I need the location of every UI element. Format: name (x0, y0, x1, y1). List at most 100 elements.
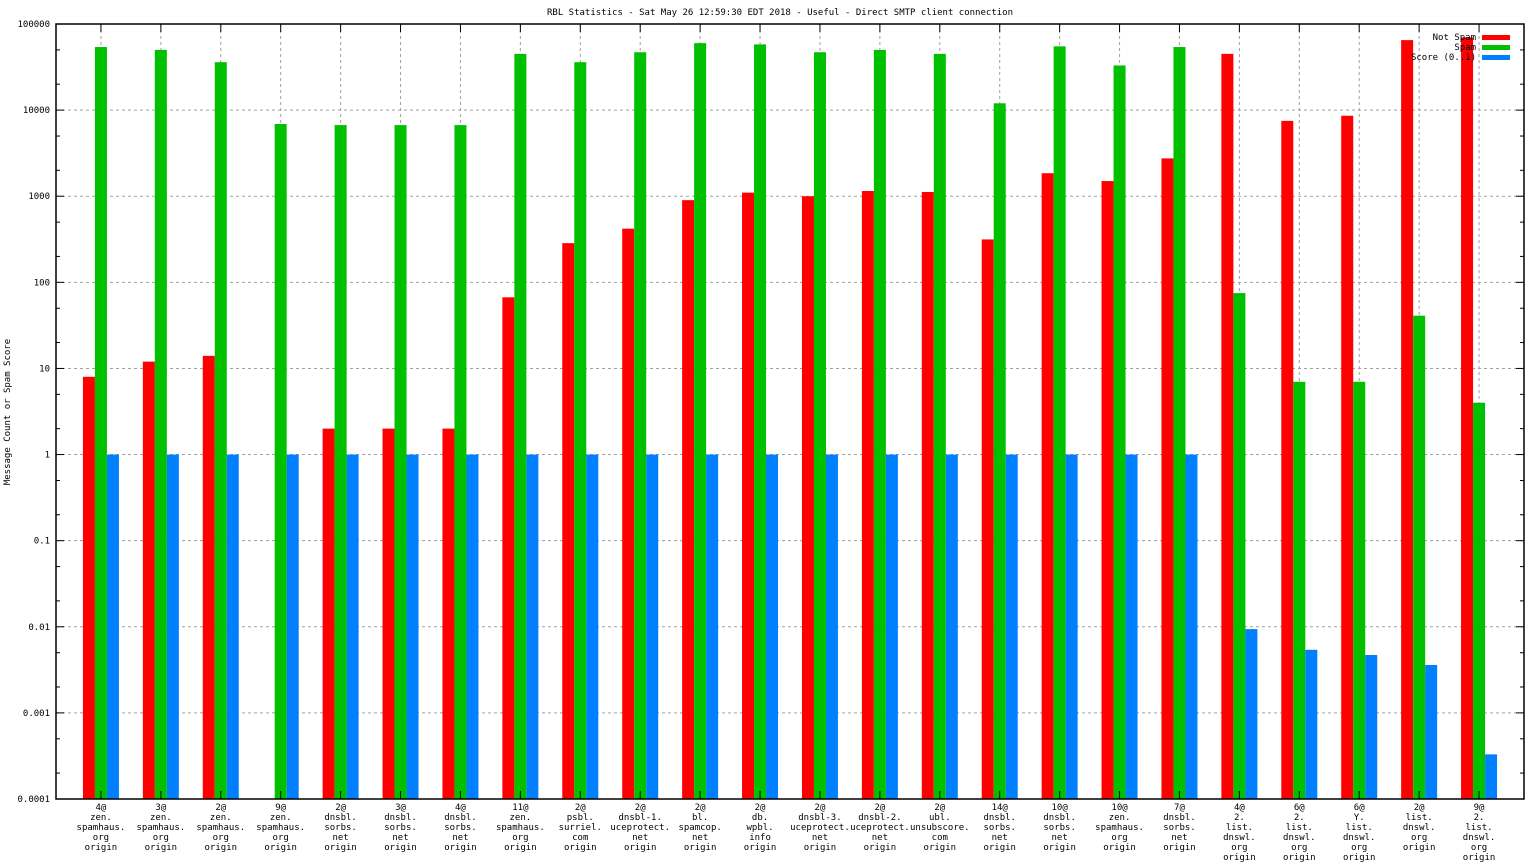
bar-score- (226, 454, 239, 799)
bar-spam (394, 125, 407, 799)
y-tick-labels: 0.0001 0.001 0.01 0.1 1 10 100 1000 10000 100000 (17, 20, 50, 805)
x-tick-label: 2@ dnsbl. sorbs. net origin (324, 803, 357, 853)
bar-spam (1233, 293, 1246, 799)
x-tick-label: 3@ dnsbl. sorbs. net origin (384, 803, 417, 853)
y-tick-label: 0.1 (34, 537, 50, 547)
y-tick-label: 0.0001 (17, 795, 50, 805)
bar-score- (346, 454, 359, 799)
bar-score- (586, 454, 599, 799)
legend-label: Not Spam (1433, 33, 1476, 43)
y-tick-label: 1 (45, 451, 50, 461)
bar-spam (933, 53, 946, 800)
bar-spam (454, 125, 467, 799)
bar-spam (94, 47, 107, 799)
y-tick-label: 10000 (23, 106, 50, 116)
bar-not-spam (502, 297, 515, 799)
y-axis-label: Message Count or Spam Score (3, 339, 13, 485)
bar-not-spam (1341, 115, 1354, 799)
bar-score- (1305, 649, 1318, 799)
x-tick-label: 4@ 2. list. dnswl. org origin (1223, 803, 1256, 863)
y-tick-label: 100000 (17, 20, 50, 30)
bar-not-spam (622, 228, 635, 799)
x-tick-label: 3@ zen. spamhaus. org origin (136, 803, 185, 853)
bar-not-spam (1161, 158, 1174, 799)
bar-not-spam (82, 376, 95, 799)
chart-title: RBL Statistics - Sat May 26 12:59:30 EDT… (547, 8, 1013, 18)
bar-score- (526, 454, 539, 799)
bar-not-spam (442, 428, 455, 799)
bar-spam (214, 62, 227, 800)
bar-not-spam (1401, 40, 1414, 800)
bar-score- (106, 454, 119, 799)
bar-score- (166, 454, 179, 799)
legend-label: Score (0..1) (1411, 53, 1476, 63)
bar-not-spam (202, 355, 215, 799)
x-tick-label: 2@ dnsbl-2. uceprotect. net origin (850, 803, 910, 853)
x-tick-label: 9@ 2. list. dnswl. org origin (1463, 803, 1496, 863)
bar-spam (694, 43, 707, 800)
x-tick-label: 6@ Y. list. dnswl. org origin (1343, 803, 1376, 863)
x-tick-label: 10@ zen. spamhaus. org origin (1095, 803, 1144, 853)
bar-score- (945, 454, 958, 799)
y-tick-label: 10 (39, 364, 50, 374)
bar-score- (1065, 454, 1078, 799)
bar-not-spam (1461, 37, 1474, 799)
bars (82, 37, 1498, 800)
x-tick-label: 6@ 2. list. dnswl. org origin (1283, 803, 1316, 863)
bar-spam (574, 62, 587, 800)
bar-not-spam (322, 428, 335, 799)
bar-not-spam (981, 239, 994, 799)
x-tick-label: 2@ dnsbl-1. uceprotect. net origin (610, 803, 670, 853)
bar-spam (754, 44, 767, 800)
x-tick-label: 14@ dnsbl. sorbs. net origin (983, 803, 1016, 853)
bar-spam (993, 103, 1006, 799)
y-tick-label: 100 (34, 278, 50, 288)
bar-not-spam (562, 243, 575, 799)
bar-score- (1485, 754, 1498, 799)
y-tick-label: 0.01 (28, 623, 50, 633)
legend-swatch (1482, 45, 1510, 50)
plot-border (55, 23, 1525, 800)
bar-spam (514, 53, 527, 800)
x-tick-label: 4@ zen. spamhaus. org origin (77, 803, 126, 853)
bar-score- (825, 454, 838, 799)
x-tick-label: 9@ zen. spamhaus. org origin (256, 803, 305, 853)
bar-not-spam (921, 191, 934, 799)
x-tick-label: 2@ zen. spamhaus. org origin (196, 803, 245, 853)
axes (55, 23, 1525, 800)
x-tick-label: 11@ zen. spamhaus. org origin (496, 803, 545, 853)
bar-spam (1473, 402, 1486, 799)
legend-swatch (1482, 35, 1510, 40)
bar-spam (873, 49, 886, 800)
bar-spam (1173, 47, 1186, 799)
bar-not-spam (1281, 120, 1294, 799)
bar-spam (154, 49, 167, 800)
bar-score- (466, 454, 479, 799)
legend-label: Spam (1454, 43, 1476, 53)
y-tick-label: 0.001 (23, 709, 50, 719)
bar-spam (1353, 381, 1366, 799)
bar-not-spam (861, 190, 874, 799)
bar-not-spam (382, 428, 395, 799)
bar-not-spam (801, 196, 814, 799)
bar-spam (334, 125, 347, 799)
bar-score- (646, 454, 659, 799)
bar-spam (634, 52, 647, 799)
bar-score- (1425, 664, 1438, 799)
legend-swatch (1482, 55, 1510, 60)
bar-spam (813, 52, 826, 799)
bar-spam (1053, 46, 1066, 799)
bar-score- (706, 454, 719, 799)
bar-spam (1113, 65, 1126, 799)
x-tick-label: 2@ list. dnswl. org origin (1403, 803, 1436, 853)
bar-score- (1005, 454, 1018, 799)
x-tick-label: 2@ db. wpbl. info origin (744, 803, 777, 853)
bar-score- (1125, 454, 1138, 799)
bar-spam (274, 123, 287, 800)
bar-not-spam (142, 361, 155, 799)
bar-not-spam (742, 192, 755, 800)
bar-spam (1293, 381, 1306, 799)
bar-score- (286, 454, 299, 799)
